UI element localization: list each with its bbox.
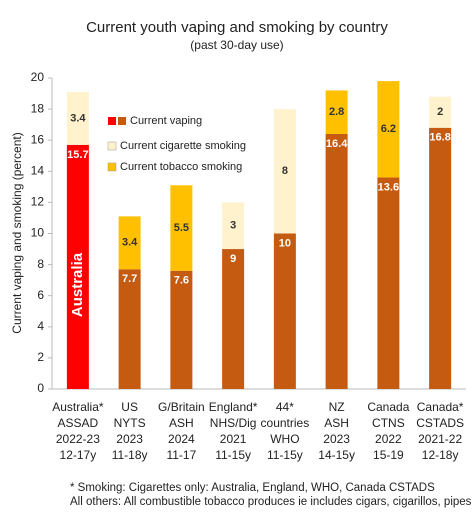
x-tick-label: 15-19 [373,448,404,462]
legend-label: Current cigarette smoking [120,140,246,152]
x-tick-label: 44* [276,400,294,414]
y-tick-label: 0 [37,381,44,395]
legend-swatch [108,117,116,125]
x-tick-label: 11-15y [215,448,251,462]
value-label: 9 [230,253,236,265]
x-tick-label: Canada [367,400,409,414]
x-tick-label: 2023 [116,432,143,446]
x-tick-label: G/Britain [158,400,205,414]
x-tick-label: CSTADS [416,416,464,430]
x-tick-label: WHO [270,432,299,446]
bar-segment [273,109,296,234]
bar-segment [377,177,400,389]
x-tick-label: NYTS [114,416,146,430]
x-tick-label: 2021 [220,432,247,446]
chart-subtitle: (past 30-day use) [190,38,283,52]
bar-segment [273,233,296,389]
bar-segment [222,202,245,250]
x-tick-label: 12-17y [60,448,97,462]
legend-box [104,110,249,172]
value-label: 7.7 [122,273,137,285]
x-tick-label: 2024 [168,432,195,446]
bar-segment [66,144,89,389]
legend-label: Current tobacco smoking [120,161,242,173]
x-tick-label: 2022 [375,432,402,446]
x-tick-label: NZ [329,400,345,414]
y-tick-label: 14 [31,163,45,177]
x-tick-label: Australia* [52,400,104,414]
legend-swatch [107,162,117,172]
x-tick-label: 2023 [323,432,350,446]
bar-segment [66,91,89,145]
y-tick-label: 10 [31,226,45,240]
x-tick-label: ASH [169,416,194,430]
annotation: Australia [69,252,86,317]
footnote: All others: All combustible tobacco prod… [70,496,472,508]
value-label: 7.6 [174,275,189,287]
value-label: 10 [279,237,291,249]
bar-segment [118,216,141,270]
bar-segment [325,90,348,134]
bar-segment [170,270,193,389]
x-tick-label: 12-18y [422,448,459,462]
value-label: 8 [282,165,288,177]
y-tick-label: 6 [37,288,44,302]
bar-segment [429,127,452,389]
y-tick-label: 8 [37,257,44,271]
value-label: 2.8 [329,106,344,118]
bar-segment [325,133,348,389]
x-tick-label: NHS/Dig [210,416,257,430]
value-label: 13.6 [378,181,399,193]
bar-segment [170,185,193,271]
value-label: 16.4 [326,138,348,150]
chart-title: Current youth vaping and smoking by coun… [86,19,388,36]
x-tick-label: 11-15y [267,448,303,462]
bar-segment [222,249,245,389]
legend-swatch [118,117,126,125]
x-tick-label: 2021-22 [418,432,462,446]
y-axis-label: Current vaping and smoking (percent) [10,132,24,333]
y-tick-label: 16 [31,132,45,146]
value-label: 5.5 [174,222,189,234]
value-label: 6.2 [381,123,396,135]
x-tick-label: ASSAD [58,416,99,430]
x-tick-label: ASH [324,416,349,430]
value-label: 2 [437,106,443,118]
x-tick-label: 2022-23 [56,432,100,446]
y-tick-label: 2 [37,350,44,364]
y-tick-label: 12 [31,195,45,209]
bar-segment [118,269,141,389]
x-tick-label: 11-18y [112,448,148,462]
x-tick-label: US [121,400,138,414]
value-label: 3 [230,220,236,232]
legend-label: Current vaping [130,115,202,127]
value-label: 16.8 [429,132,450,144]
bar-segment [429,96,452,128]
x-tick-label: England* [209,400,258,414]
x-tick-label: 11-17 [166,448,196,462]
x-tick-label: countries [261,416,310,430]
legend-swatch [107,141,117,151]
value-label: 3.4 [122,237,138,249]
bar-segment [377,81,400,178]
value-label: 15.7 [67,149,88,161]
x-tick-label: 14-15y [318,448,355,462]
x-tick-label: CTNS [372,416,405,430]
y-tick-label: 4 [37,319,44,333]
y-tick-label: 20 [31,70,45,84]
y-tick-label: 18 [31,101,45,115]
value-label: 3.4 [70,112,86,124]
footnote: * Smoking: Cigarettes only: Australia, E… [70,482,435,494]
x-tick-label: Canada* [417,400,464,414]
